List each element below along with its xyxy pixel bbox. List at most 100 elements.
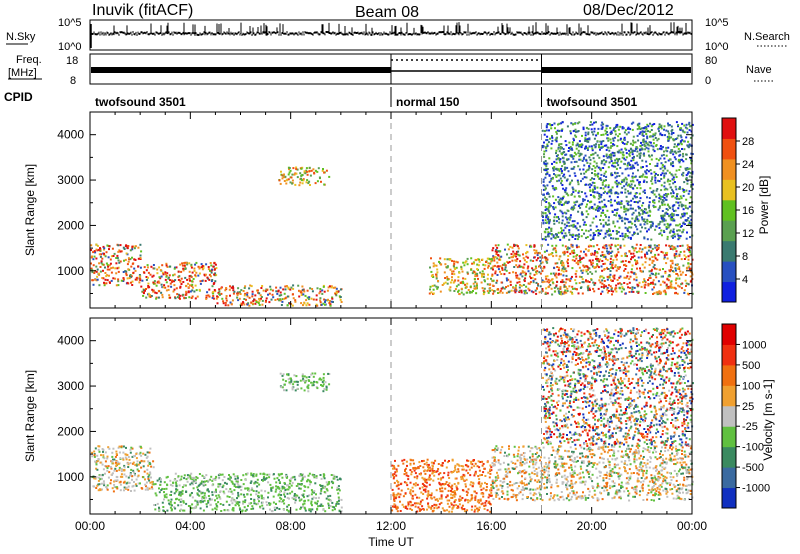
echo-cell (597, 172, 600, 175)
echo-cell (586, 169, 589, 172)
echo-cell (494, 244, 497, 247)
echo-cell (646, 218, 649, 221)
echo-cell (626, 227, 629, 230)
echo-cell (104, 255, 107, 258)
echo-cell (674, 196, 677, 199)
echo-cell (631, 144, 634, 147)
echo-cell (623, 244, 626, 247)
echo-cell (647, 246, 650, 249)
echo-cell (126, 263, 129, 266)
echo-cell (593, 203, 596, 206)
echo-cell (149, 296, 152, 298)
echo-cell (606, 278, 609, 281)
echo-cell (115, 257, 118, 259)
echo-cell (551, 162, 553, 165)
echo-cell (632, 139, 635, 142)
echo-cell (175, 488, 178, 491)
echo-cell (567, 255, 570, 257)
echo-cell (93, 272, 96, 274)
echo-cell (460, 266, 463, 269)
echo-cell (529, 275, 531, 278)
echo-cell (339, 288, 342, 291)
echo-cell (134, 269, 137, 272)
echo-cell (495, 253, 498, 256)
echo-cell (689, 215, 692, 218)
echo-cell (677, 214, 680, 217)
echo-cell (125, 272, 128, 275)
echo-cell (240, 289, 243, 292)
echo-cell (183, 264, 186, 267)
echo-cell (211, 493, 214, 496)
echo-cell (597, 266, 600, 269)
echo-cell (602, 246, 605, 249)
echo-cell (561, 170, 563, 173)
echo-cell (677, 143, 679, 146)
echo-cell (522, 271, 525, 274)
echo-cell (206, 488, 209, 491)
echo-cell (105, 282, 108, 285)
echo-cell (548, 195, 551, 198)
echo-cell (575, 227, 578, 230)
echo-cell (505, 286, 507, 289)
echo-cell (432, 288, 435, 291)
echo-cell (552, 234, 555, 237)
echo-cell (629, 180, 632, 183)
echo-cell (614, 133, 617, 136)
echo-cell (567, 158, 570, 161)
echo-cell (647, 125, 650, 128)
colorbar-swatch (722, 199, 736, 221)
echo-cell (619, 138, 622, 141)
echo-cell (663, 181, 666, 184)
echo-cell (655, 157, 658, 160)
echo-cell (149, 471, 152, 474)
echo-cell (445, 266, 448, 269)
echo-cell (593, 121, 596, 124)
echo-cell (270, 488, 273, 491)
echo-cell (678, 266, 681, 269)
echo-cell (621, 235, 624, 238)
echo-cell (595, 206, 598, 209)
echo-cell (435, 277, 438, 280)
echo-cell (573, 160, 576, 163)
echo-cell (306, 480, 308, 483)
echo-cell (588, 207, 591, 210)
echo-cell (247, 504, 249, 507)
echo-cell (212, 478, 215, 481)
echo-cell (616, 145, 619, 148)
echo-cell (533, 245, 536, 248)
echo-cell (598, 192, 601, 195)
echo-cell (495, 281, 498, 284)
echo-cell (545, 129, 548, 132)
echo-cell (633, 176, 636, 179)
echo-cell (190, 263, 193, 266)
echo-cell (615, 179, 618, 182)
echo-cell (208, 278, 211, 281)
noise-panel-frame (89, 19, 693, 51)
echo-cell (336, 501, 339, 503)
echo-cell (546, 258, 549, 261)
echo-cell (668, 269, 671, 272)
echo-cell (146, 455, 149, 458)
echo-cell (631, 157, 634, 159)
echo-cell (548, 157, 551, 160)
echo-cell (459, 281, 462, 284)
echo-cell (546, 292, 549, 295)
echo-cell (682, 140, 685, 143)
echo-cell (253, 502, 256, 505)
echo-cell (140, 466, 143, 469)
echo-cell (169, 494, 172, 496)
echo-cell (286, 492, 289, 495)
echo-cell (168, 265, 171, 268)
echo-cell (594, 151, 597, 154)
echo-cell (298, 295, 301, 298)
echo-cell (322, 302, 325, 305)
echo-cell (648, 206, 650, 209)
echo-cell (675, 145, 678, 148)
echo-cell (297, 284, 300, 287)
echo-cell (591, 168, 594, 171)
echo-cell (211, 498, 214, 501)
echo-cell (592, 165, 595, 167)
echo-cell (650, 125, 653, 128)
echo-cell (568, 285, 571, 288)
echo-cell (578, 168, 581, 171)
